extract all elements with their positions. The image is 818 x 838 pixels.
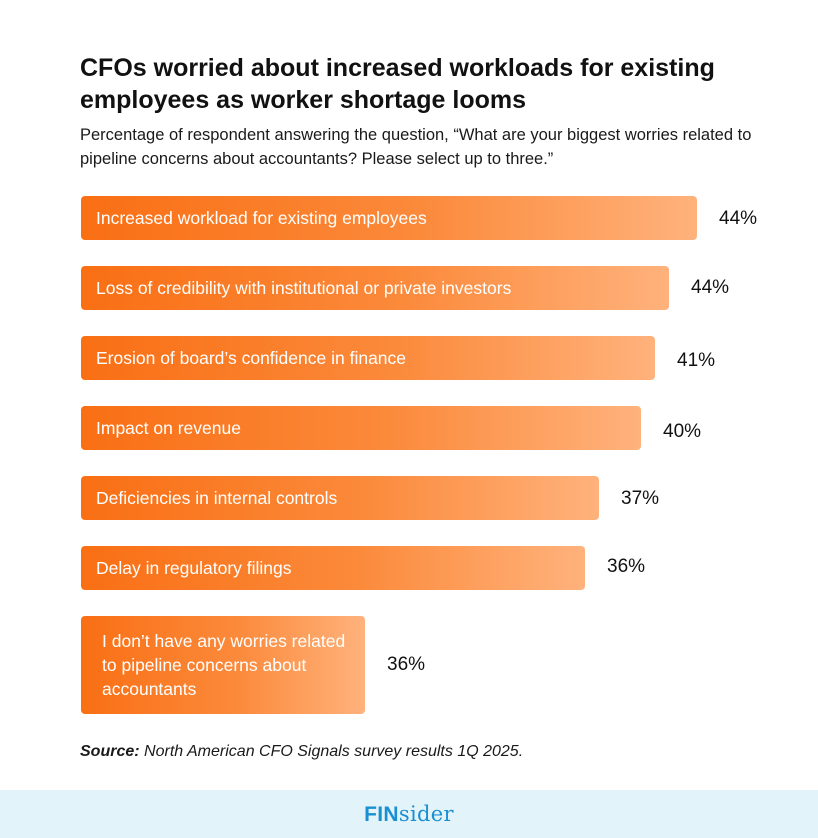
bar: I don’t have any worries related to pipe… — [81, 616, 365, 714]
bar-value-label: 36% — [387, 654, 426, 675]
bar-value-label: 41% — [677, 350, 716, 371]
bar: Impact on revenue — [81, 406, 641, 450]
footer-bar: FINsider — [0, 790, 818, 838]
bar-value-label: 44% — [691, 277, 730, 298]
bar-value-label: 40% — [663, 421, 702, 442]
bar-label: Delay in regulatory filings — [96, 558, 292, 578]
bar-value-label: 36% — [607, 556, 646, 577]
bar: Loss of credibility with institutional o… — [81, 266, 669, 310]
source-label: Source: — [80, 743, 140, 760]
bar-label: Increased workload for existing employee… — [96, 208, 427, 228]
bar-label: Erosion of board’s confidence in finance — [96, 348, 407, 368]
bar-label: I don’t have any worries related to pipe… — [102, 631, 346, 699]
chart-title: CFOs worried about increased workloads f… — [80, 54, 715, 114]
source-note: Source: North American CFO Signals surve… — [80, 741, 523, 763]
bar-value-label: 37% — [621, 488, 660, 509]
chart-subtitle: Percentage of respondent answering the q… — [80, 126, 752, 168]
logo-sider: sider — [398, 801, 454, 826]
logo-fin: FIN — [364, 802, 399, 826]
bar-label: Loss of credibility with institutional o… — [96, 278, 512, 298]
bar-label: Deficiencies in internal controls — [96, 488, 338, 508]
bar: Deficiencies in internal controls — [81, 476, 599, 520]
bar: Erosion of board’s confidence in finance — [81, 336, 655, 380]
source-text: North American CFO Signals survey result… — [144, 743, 524, 760]
bar: Delay in regulatory filings — [81, 546, 585, 590]
bar-label: Impact on revenue — [96, 418, 241, 438]
bar-value-label: 44% — [719, 208, 758, 229]
finsider-logo: FINsider — [364, 802, 454, 827]
bar: Increased workload for existing employee… — [81, 196, 697, 240]
